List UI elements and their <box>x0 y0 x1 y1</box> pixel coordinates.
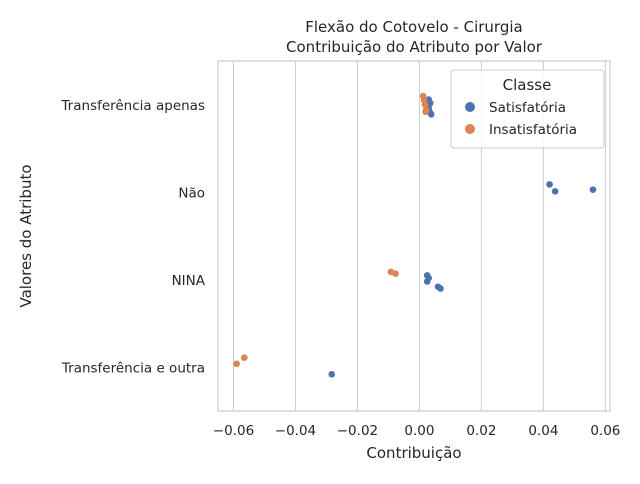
point-insatisfatoria <box>233 360 240 368</box>
point-satisfatoria <box>589 186 597 193</box>
point-satisfatoria <box>551 188 559 195</box>
x-tick-label: −0.02 <box>337 423 378 439</box>
y-tick-label: NINA <box>172 273 206 289</box>
point-satisfatoria <box>427 111 435 118</box>
legend-marker-insatisfatoria <box>465 124 475 134</box>
y-tick-labels: Transferência apenas Não NINA Transferência… <box>60 98 205 377</box>
y-tick-label: Transferência e outra <box>61 360 205 376</box>
point-insatisfatoria <box>422 108 429 116</box>
legend-title: Classe <box>503 76 552 94</box>
point-insatisfatoria <box>421 101 429 109</box>
plot-frame <box>217 60 611 412</box>
legend: Classe Satisfatória Insatisfatória <box>450 69 605 149</box>
x-axis-label: Contribuição <box>366 444 461 462</box>
x-tick-label: 0.06 <box>590 423 620 439</box>
x-tick-labels: −0.06 −0.04 −0.02 0.00 0.02 0.04 0.06 <box>213 423 621 439</box>
point-satisfatoria <box>546 181 553 188</box>
legend-marker-satisfatoria <box>465 102 475 112</box>
point-satisfatoria <box>423 278 431 285</box>
point-satisfatoria <box>328 370 336 378</box>
y-tick-label: Transferência apenas <box>60 98 205 114</box>
point-insatisfatoria <box>392 270 399 277</box>
x-tick-label: 0.00 <box>404 423 434 439</box>
chart-title-line-2: Contribuição do Atributo por Valor <box>286 38 543 56</box>
chart-title-line-1: Flexão do Cotovelo - Cirurgia <box>305 18 522 36</box>
y-axis-label: Valores do Atributo <box>17 164 35 307</box>
y-tick-label: Não <box>178 185 205 201</box>
x-tick-label: 0.04 <box>528 423 558 439</box>
point-insatisfatoria <box>241 354 248 361</box>
data-points <box>233 92 597 378</box>
point-satisfatoria <box>437 285 444 292</box>
legend-label-satisfatoria: Satisfatória <box>489 100 566 116</box>
legend-label-insatisfatoria: Insatisfatória <box>489 122 577 138</box>
x-tick-label: −0.06 <box>213 423 254 439</box>
legend-box <box>450 69 605 149</box>
x-tick-label: −0.04 <box>275 423 316 439</box>
x-tick-label: 0.02 <box>466 423 496 439</box>
